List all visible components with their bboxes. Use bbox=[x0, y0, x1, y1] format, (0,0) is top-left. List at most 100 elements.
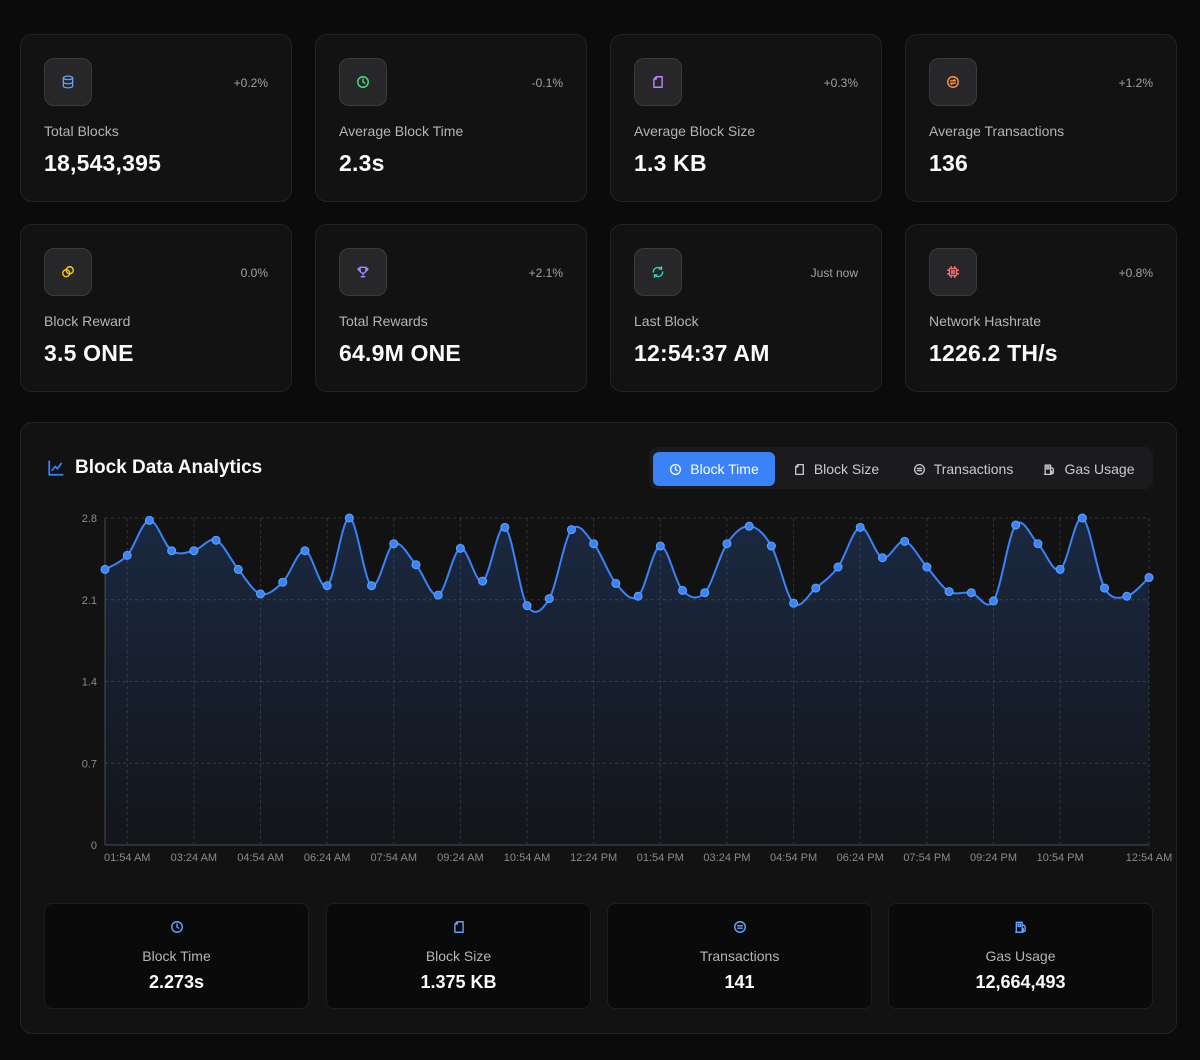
stat-value: 64.9M ONE bbox=[339, 340, 461, 366]
data-point bbox=[300, 546, 310, 556]
data-point bbox=[322, 581, 332, 591]
summary-value: 12,664,493 bbox=[975, 972, 1066, 992]
transfer-icon bbox=[913, 463, 925, 475]
summary-label: Transactions bbox=[699, 948, 780, 964]
stat-label: Total Rewards bbox=[339, 313, 428, 329]
stat-card-average-transactions: +1.2% Average Transactions 136 bbox=[905, 34, 1177, 202]
analytics-title: Block Data Analytics bbox=[47, 457, 262, 479]
summary-value: 2.273s bbox=[148, 972, 205, 992]
x-tick-label: 06:24 PM bbox=[837, 852, 884, 864]
stat-card-average-block-size: +0.3% Average Block Size 1.3 KB bbox=[610, 34, 882, 202]
cpu-icon bbox=[929, 248, 977, 296]
data-point bbox=[811, 583, 821, 593]
stat-label: Average Block Size bbox=[634, 123, 756, 139]
block-data-analytics-panel: Block Data Analytics Block Time Block Si… bbox=[20, 422, 1177, 1034]
stat-value: 12:54:37 AM bbox=[634, 340, 770, 366]
file-icon bbox=[453, 921, 464, 933]
tab-block-size[interactable]: Block Size bbox=[779, 452, 893, 486]
tab-block-time[interactable]: Block Time bbox=[653, 452, 775, 486]
coins-icon bbox=[44, 248, 92, 296]
clock-icon bbox=[670, 463, 682, 475]
data-point bbox=[1055, 564, 1065, 574]
x-tick-label: 03:24 PM bbox=[703, 852, 750, 864]
x-tick-label: 04:54 AM bbox=[237, 852, 283, 864]
stat-card-total-blocks: +0.2% Total Blocks 18,543,395 bbox=[20, 34, 292, 202]
data-point bbox=[722, 539, 732, 549]
data-point bbox=[966, 588, 976, 598]
stat-card-total-rewards: +2.1% Total Rewards 64.9M ONE bbox=[315, 224, 587, 392]
data-point bbox=[633, 591, 643, 601]
stat-value: 3.5 ONE bbox=[44, 340, 134, 366]
data-point bbox=[744, 521, 754, 531]
tab-label: Block Size bbox=[813, 461, 880, 477]
stat-label: Last Block bbox=[634, 313, 699, 329]
summary-value: 141 bbox=[724, 972, 755, 992]
y-tick-label: 2.1 bbox=[82, 595, 97, 607]
data-point bbox=[678, 585, 688, 595]
stat-change: +0.2% bbox=[233, 76, 268, 90]
data-point bbox=[789, 598, 799, 608]
stat-change: +2.1% bbox=[528, 266, 563, 280]
line-chart-icon bbox=[48, 460, 64, 476]
refresh-icon bbox=[634, 248, 682, 296]
data-point bbox=[211, 535, 221, 545]
data-point bbox=[589, 539, 599, 549]
data-point bbox=[833, 562, 843, 572]
stat-change: +0.8% bbox=[1118, 266, 1153, 280]
x-tick-label: 07:54 PM bbox=[903, 852, 950, 864]
data-point bbox=[189, 546, 199, 556]
stat-card-network-hashrate: +0.8% Network Hashrate 1226.2 TH/s bbox=[905, 224, 1177, 392]
clock-icon bbox=[339, 58, 387, 106]
stat-value: 1226.2 TH/s bbox=[929, 340, 1058, 366]
data-point bbox=[877, 553, 887, 563]
summary-label: Block Size bbox=[425, 948, 492, 964]
stat-label: Network Hashrate bbox=[929, 313, 1042, 329]
data-point bbox=[544, 594, 554, 604]
block-time-chart: 0 0.7 1.4 2.1 2.8 01:54 AM 03:24 AM 04:54 AM 06:… bbox=[82, 513, 1173, 864]
data-point bbox=[855, 522, 865, 532]
analytics-title-text: Block Data Analytics bbox=[75, 457, 263, 478]
fuel-icon bbox=[1044, 464, 1055, 475]
data-point bbox=[766, 541, 776, 551]
data-point bbox=[389, 539, 399, 549]
summary-value: 1.375 KB bbox=[420, 972, 497, 992]
y-tick-label: 2.8 bbox=[82, 513, 97, 525]
data-point bbox=[500, 522, 510, 532]
data-point bbox=[100, 564, 110, 574]
x-tick-label: 10:54 AM bbox=[504, 852, 550, 864]
y-tick-label: 0.7 bbox=[82, 758, 97, 770]
data-point bbox=[455, 543, 465, 553]
data-point bbox=[367, 581, 377, 591]
data-point bbox=[922, 562, 932, 572]
stat-value: 136 bbox=[929, 150, 968, 176]
stat-value: 2.3s bbox=[339, 150, 385, 176]
stat-label: Average Block Time bbox=[339, 123, 464, 139]
stat-change: +0.3% bbox=[823, 76, 858, 90]
stat-change: 0.0% bbox=[240, 266, 268, 280]
summary-card-gas-usage: Gas Usage 12,664,493 bbox=[888, 903, 1153, 1009]
data-point bbox=[700, 588, 710, 598]
data-point bbox=[233, 564, 243, 574]
stat-change: +1.2% bbox=[1118, 76, 1153, 90]
x-tick-label: 09:24 AM bbox=[437, 852, 483, 864]
data-point bbox=[278, 577, 288, 587]
data-point bbox=[655, 541, 665, 551]
tab-label: Block Time bbox=[690, 461, 759, 477]
data-point bbox=[122, 550, 132, 560]
stat-change: -0.1% bbox=[531, 76, 563, 90]
fuel-icon bbox=[1014, 921, 1026, 933]
summary-label: Gas Usage bbox=[985, 948, 1056, 964]
summary-card-block-size: Block Size 1.375 KB bbox=[326, 903, 591, 1009]
data-point bbox=[1122, 591, 1132, 601]
tab-transactions[interactable]: Transactions bbox=[899, 452, 1027, 486]
stat-card-last-block: Just now Last Block 12:54:37 AM bbox=[610, 224, 882, 392]
stat-value: 1.3 KB bbox=[634, 150, 707, 176]
tab-gas-usage[interactable]: Gas Usage bbox=[1033, 452, 1145, 486]
x-tick-label: 01:54 AM bbox=[104, 852, 150, 864]
data-point bbox=[144, 515, 154, 525]
data-point bbox=[522, 601, 532, 611]
database-icon bbox=[44, 58, 92, 106]
metric-tabs: Block Time Block Size Transactions Gas U… bbox=[649, 447, 1153, 489]
y-tick-label: 0 bbox=[91, 840, 97, 852]
data-point bbox=[344, 513, 354, 523]
